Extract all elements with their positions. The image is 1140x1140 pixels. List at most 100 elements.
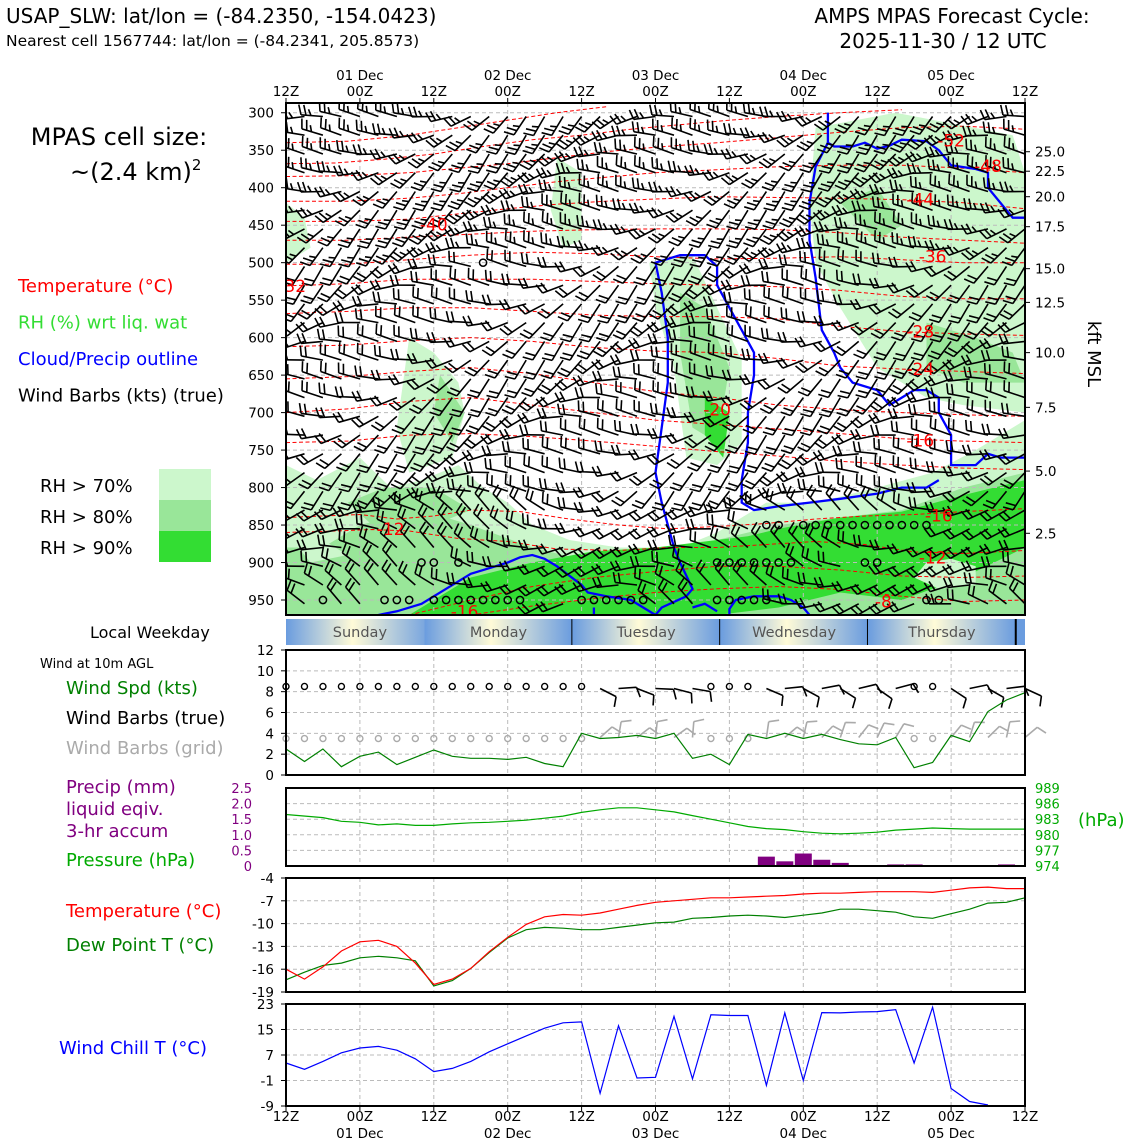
calm-circle (712, 595, 722, 605)
wind-barb (925, 387, 952, 399)
wind-barb (854, 116, 878, 136)
wind-barb (797, 571, 822, 586)
wind-barb (408, 397, 435, 415)
wind-barb (1024, 726, 1047, 739)
isotherm-line (286, 125, 1025, 177)
wind-barb (776, 134, 804, 148)
wind-barb (966, 154, 989, 174)
grid-calm-circle (319, 734, 327, 743)
temperature-label: -40 (420, 215, 448, 235)
wind-barb (295, 321, 324, 333)
wind-barb (831, 433, 860, 446)
wind-barb (777, 331, 804, 343)
wind-barb (466, 134, 490, 154)
wind-barb (437, 502, 453, 530)
true-calm-circle (928, 682, 937, 691)
wind-barb (597, 173, 619, 193)
wind-barb (351, 501, 379, 514)
wind-barb (812, 340, 841, 353)
wind-barb (873, 437, 896, 455)
calm-circle (848, 520, 857, 530)
top-day-label: 01 Dec (336, 68, 384, 84)
wind-barb (536, 407, 564, 420)
wind-barb (523, 454, 545, 474)
legend-item: Wind Barbs (kts) (true) (18, 386, 224, 407)
wind-barb (649, 402, 675, 418)
wind-barb (726, 103, 749, 118)
wind-barb (504, 455, 527, 474)
temperature-label: -28 (906, 323, 934, 343)
wind-barb (319, 343, 342, 361)
bottom-hour-label: 12Z (421, 1109, 447, 1125)
wind-barb (997, 526, 1025, 538)
wind-barb (558, 116, 583, 135)
wind-barb (632, 303, 657, 323)
wind-barb (295, 428, 324, 440)
temperature-label: -16 (451, 602, 479, 622)
wind-barb (453, 523, 472, 549)
wind-barb (387, 153, 416, 165)
wind-barb (997, 509, 1025, 522)
wind-barb (449, 267, 472, 286)
wind-barb (835, 457, 859, 474)
wind-barb (855, 473, 878, 493)
temperature-tick-label: -19 (252, 985, 274, 1001)
calm-circle (417, 558, 426, 567)
wind-barb (498, 188, 527, 200)
wind-barb (669, 472, 694, 492)
top-day-label: 02 Dec (484, 68, 532, 84)
wind-barb (286, 425, 305, 436)
wind-barb (869, 396, 897, 412)
wind-barb (797, 478, 822, 493)
wind-barb (911, 322, 934, 343)
wind-barb (554, 583, 582, 596)
wind-barb (689, 342, 712, 361)
wind-barb (596, 156, 619, 174)
wind-barb (818, 378, 841, 399)
wind-barb (892, 116, 915, 137)
wind-barb (942, 244, 970, 256)
wind-barb (591, 129, 619, 142)
wind-barb (892, 491, 915, 511)
pressure-tick-label: 700 (248, 406, 274, 422)
wind-barb (982, 490, 1008, 510)
wind-barb (462, 220, 490, 233)
wind-barb (780, 307, 804, 324)
calm-circle (909, 520, 919, 530)
precip-tick-label: 2.5 (231, 782, 252, 797)
wind-barb (966, 284, 989, 305)
wind-barb (923, 134, 952, 147)
height-tick-label: 17.5 (1035, 220, 1065, 236)
wind-legend: Wind Spd (kts) Wind Barbs (true) Wind Barb… (66, 678, 225, 759)
wind-barb (414, 563, 435, 586)
wind-barb (985, 379, 1007, 399)
wind-barb (876, 487, 897, 511)
wind-barb (628, 228, 656, 240)
wind-barb (763, 434, 786, 455)
wind-barb (744, 453, 768, 474)
grid-calm-circle (910, 734, 918, 743)
cycle-date: 2025-11-30 / 12 UTC (839, 29, 1046, 53)
wind-barb (685, 518, 711, 530)
pressure-tick-label: 977 (1035, 844, 1060, 859)
wind-barb (905, 284, 934, 298)
wind-barb (664, 432, 693, 445)
wind-barb (757, 246, 786, 259)
wind-barb (886, 282, 915, 294)
top-hour-label: 12Z (716, 84, 742, 100)
wind-barb (554, 151, 582, 163)
wind-barb (685, 209, 712, 227)
wind-barb (410, 453, 435, 472)
wind-barb (388, 127, 416, 139)
panel-frame (285, 877, 1026, 993)
wind-barb (489, 505, 509, 530)
wind-barb (781, 415, 804, 437)
true-calm-circle (744, 682, 752, 691)
wind-barb (740, 275, 767, 287)
wind-barb (689, 247, 712, 268)
wind-barb (435, 485, 453, 511)
temperature-tick-label: -13 (252, 939, 274, 955)
pressure-tick-label: 550 (248, 293, 274, 309)
wind-barb (684, 284, 712, 300)
wind-barb (886, 167, 915, 179)
